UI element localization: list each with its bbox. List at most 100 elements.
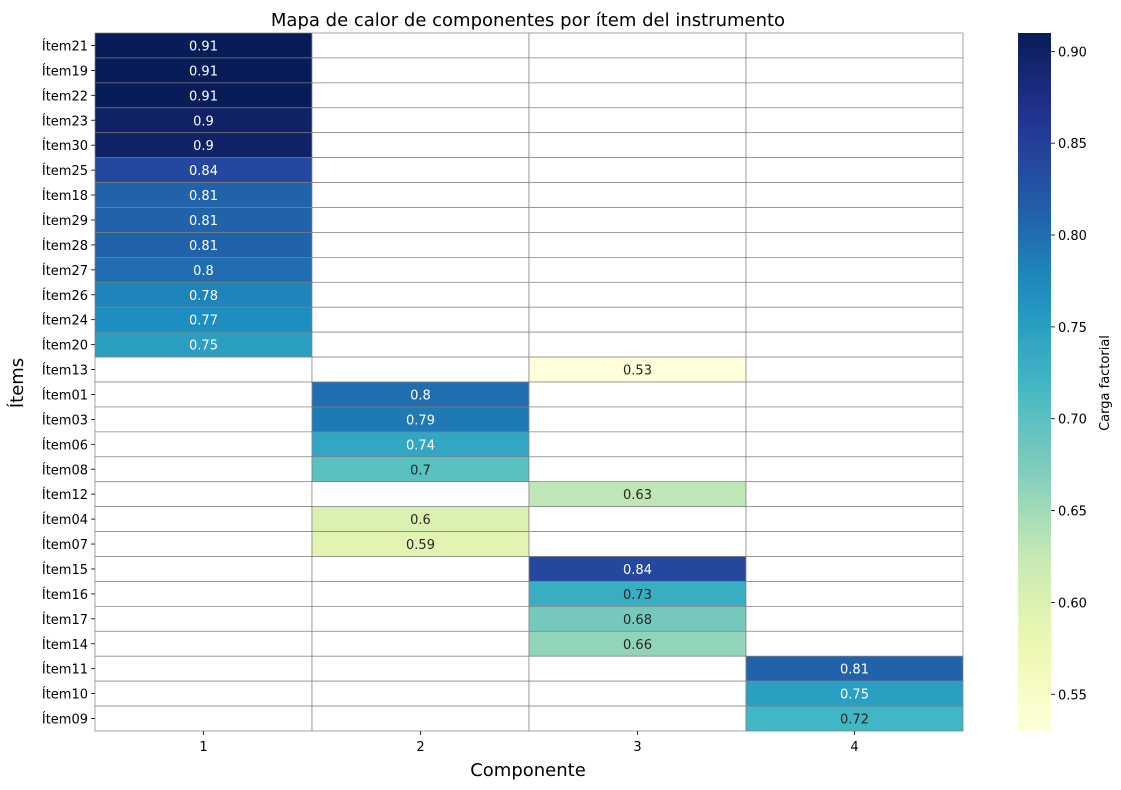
- cell-value-label: 0.91: [189, 64, 218, 79]
- heatmap-cell-filled: [528, 556, 747, 582]
- heatmap-cell-empty: [528, 705, 747, 732]
- heatmap-cell-empty: [528, 132, 747, 158]
- heatmap-cell-empty: [94, 506, 313, 532]
- y-tick-label: Ítem09: [42, 712, 88, 728]
- heatmap-cell-empty: [745, 232, 964, 258]
- y-tick-label: Ítem15: [42, 562, 88, 578]
- heatmap-cell-empty: [745, 257, 964, 283]
- y-tick-label: Ítem19: [42, 63, 88, 79]
- cell-value-label: 0.77: [189, 314, 218, 329]
- heatmap-cell-empty: [528, 506, 747, 532]
- y-tick-label: Ítem26: [42, 288, 88, 304]
- cell-value-label: 0.84: [189, 164, 218, 179]
- heatmap-cell-empty: [94, 680, 313, 707]
- heatmap-cell-filled: [528, 481, 747, 507]
- y-tick-label: Ítem08: [42, 462, 88, 478]
- heatmap-cell-empty: [528, 655, 747, 682]
- heatmap-cell-empty: [94, 655, 313, 682]
- heatmap-cell-empty: [745, 107, 964, 134]
- heatmap-cell-filled: [311, 531, 530, 557]
- colorbar-tick-label: 0.55: [1058, 688, 1087, 703]
- y-tick-label: Ítem14: [42, 637, 88, 653]
- y-tick-label: Ítem22: [42, 88, 88, 104]
- cell-value-label: 0.9: [193, 114, 214, 129]
- heatmap-cell-filled: [528, 356, 747, 383]
- heatmap-cell-empty: [528, 381, 747, 408]
- heatmap-cell-empty: [311, 32, 530, 59]
- heatmap-cell-empty: [311, 182, 530, 208]
- colorbar: 0.55 0.60 0.65 0.70 0.75 0.80 0.85 0.90: [1018, 33, 1087, 731]
- heatmap-cell-empty: [94, 406, 313, 433]
- heatmap-cell-empty: [311, 257, 530, 283]
- heatmap-cell-filled: [745, 655, 964, 682]
- heatmap-cell-empty: [94, 431, 313, 458]
- heatmap-cell-empty: [528, 157, 747, 183]
- heatmap-cell-filled: [94, 306, 313, 333]
- heatmap-cell-empty: [745, 82, 964, 109]
- y-tick-label: Ítem04: [42, 512, 88, 528]
- heatmap-cell-empty: [528, 57, 747, 84]
- cell-value-label: 0.84: [623, 563, 652, 578]
- y-tick-label: Ítem12: [42, 487, 88, 503]
- x-tick-label: 4: [850, 740, 858, 755]
- y-tick-label: Ítem23: [42, 113, 88, 129]
- x-tick-label: 3: [633, 740, 641, 755]
- cell-value-label: 0.81: [189, 239, 218, 254]
- heatmap-cell-empty: [528, 207, 747, 233]
- heatmap-cell-empty: [311, 306, 530, 333]
- heatmap-cell-empty: [528, 406, 747, 433]
- heatmap-cell-filled: [311, 506, 530, 532]
- y-tick-label: Ítem18: [42, 188, 88, 204]
- heatmap-cell-filled: [528, 630, 747, 657]
- heatmap-cell-filled: [94, 107, 313, 134]
- heatmap-cell-filled: [528, 581, 747, 607]
- heatmap-cell-empty: [94, 606, 313, 632]
- y-tick-label: Ítem27: [42, 263, 88, 279]
- y-tick-label: Ítem06: [42, 437, 88, 453]
- colorbar-tick-label: 0.75: [1058, 321, 1087, 336]
- colorbar-tick-label: 0.65: [1058, 505, 1087, 520]
- y-tick-label: Ítem28: [42, 238, 88, 254]
- heatmap-cell-empty: [745, 381, 964, 408]
- heatmap-cell-empty: [745, 481, 964, 507]
- y-tick-label: Ítem03: [42, 412, 88, 428]
- heatmap-cell-empty: [311, 655, 530, 682]
- heatmap-cell-empty: [94, 456, 313, 483]
- y-tick-label: Ítem01: [42, 387, 88, 403]
- colorbar-tick-label: 0.70: [1058, 413, 1087, 428]
- heatmap-cell-empty: [745, 606, 964, 632]
- cell-value-label: 0.75: [189, 339, 218, 354]
- heatmap-cell-empty: [745, 207, 964, 233]
- y-tick-label: Ítem29: [42, 213, 88, 229]
- heatmap-cell-empty: [311, 132, 530, 158]
- y-axis-label: Ítems: [6, 358, 28, 408]
- heatmap-cell-empty: [528, 306, 747, 333]
- heatmap-cell-empty: [745, 506, 964, 532]
- heatmap-cell-empty: [94, 556, 313, 582]
- heatmap-cell-filled: [745, 680, 964, 707]
- heatmap-cell-empty: [94, 705, 313, 732]
- heatmap-cell-empty: [311, 82, 530, 109]
- heatmap-cell-filled: [94, 57, 313, 84]
- cell-value-label: 0.9: [193, 139, 214, 154]
- y-tick-label: Ítem11: [42, 662, 88, 678]
- cell-value-label: 0.53: [623, 364, 652, 379]
- cell-value-label: 0.7: [410, 463, 431, 478]
- x-tick-labels: 1 2 3 4: [199, 731, 859, 755]
- heatmap-cell-empty: [745, 306, 964, 333]
- heatmap-cell-empty: [528, 82, 747, 109]
- heatmap-cell-empty: [528, 531, 747, 557]
- heatmap-cell-empty: [745, 406, 964, 433]
- cell-value-label: 0.6: [410, 513, 431, 528]
- y-tick-label: Ítem20: [42, 338, 88, 354]
- heatmap-cell-empty: [311, 331, 530, 358]
- heatmap-cell-filled: [94, 82, 313, 109]
- heatmap-cell-empty: [311, 581, 530, 607]
- y-tick-label: Ítem25: [42, 163, 88, 179]
- heatmap-cell-empty: [528, 257, 747, 283]
- heatmap-cell-empty: [745, 531, 964, 557]
- cell-value-label: 0.91: [189, 89, 218, 104]
- x-tick-label: 1: [199, 740, 207, 755]
- colorbar-tick-label: 0.90: [1058, 45, 1087, 60]
